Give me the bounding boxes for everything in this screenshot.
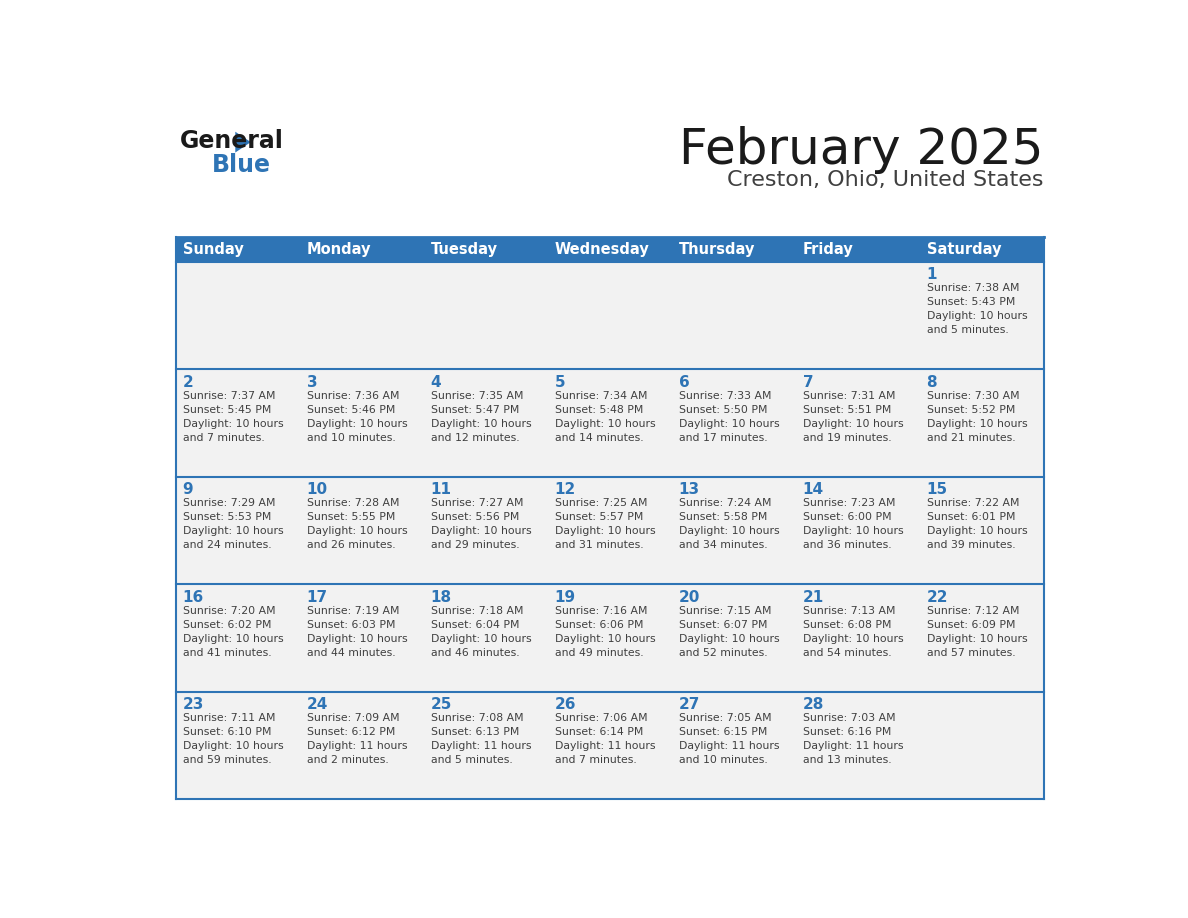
- Text: Sunrise: 7:09 AM
Sunset: 6:12 PM
Daylight: 11 hours
and 2 minutes.: Sunrise: 7:09 AM Sunset: 6:12 PM Dayligh…: [307, 713, 407, 766]
- Text: Creston, Ohio, United States: Creston, Ohio, United States: [727, 170, 1043, 190]
- Text: Sunrise: 7:27 AM
Sunset: 5:56 PM
Daylight: 10 hours
and 29 minutes.: Sunrise: 7:27 AM Sunset: 5:56 PM Dayligh…: [430, 498, 531, 551]
- Text: Sunrise: 7:06 AM
Sunset: 6:14 PM
Daylight: 11 hours
and 7 minutes.: Sunrise: 7:06 AM Sunset: 6:14 PM Dayligh…: [555, 713, 655, 766]
- Text: 27: 27: [678, 697, 700, 712]
- Text: Sunrise: 7:15 AM
Sunset: 6:07 PM
Daylight: 10 hours
and 52 minutes.: Sunrise: 7:15 AM Sunset: 6:07 PM Dayligh…: [678, 606, 779, 658]
- Bar: [176, 237, 1043, 262]
- Text: Friday: Friday: [803, 242, 853, 257]
- Text: 6: 6: [678, 375, 689, 390]
- Text: 11: 11: [430, 482, 451, 498]
- Text: 9: 9: [183, 482, 194, 498]
- Text: 14: 14: [803, 482, 823, 498]
- Text: February 2025: February 2025: [680, 126, 1043, 174]
- Text: Sunrise: 7:11 AM
Sunset: 6:10 PM
Daylight: 10 hours
and 59 minutes.: Sunrise: 7:11 AM Sunset: 6:10 PM Dayligh…: [183, 713, 283, 766]
- Text: Sunrise: 7:36 AM
Sunset: 5:46 PM
Daylight: 10 hours
and 10 minutes.: Sunrise: 7:36 AM Sunset: 5:46 PM Dayligh…: [307, 391, 407, 442]
- Text: Saturday: Saturday: [927, 242, 1001, 257]
- Text: Sunrise: 7:23 AM
Sunset: 6:00 PM
Daylight: 10 hours
and 36 minutes.: Sunrise: 7:23 AM Sunset: 6:00 PM Dayligh…: [803, 498, 903, 551]
- Text: 22: 22: [927, 589, 948, 605]
- Text: 4: 4: [430, 375, 441, 390]
- Text: 28: 28: [803, 697, 824, 712]
- Text: Sunrise: 7:29 AM
Sunset: 5:53 PM
Daylight: 10 hours
and 24 minutes.: Sunrise: 7:29 AM Sunset: 5:53 PM Dayligh…: [183, 498, 283, 551]
- Bar: [176, 692, 1043, 800]
- Text: Sunrise: 7:03 AM
Sunset: 6:16 PM
Daylight: 11 hours
and 13 minutes.: Sunrise: 7:03 AM Sunset: 6:16 PM Dayligh…: [803, 713, 903, 766]
- Text: Sunrise: 7:16 AM
Sunset: 6:06 PM
Daylight: 10 hours
and 49 minutes.: Sunrise: 7:16 AM Sunset: 6:06 PM Dayligh…: [555, 606, 656, 658]
- Text: Sunrise: 7:38 AM
Sunset: 5:43 PM
Daylight: 10 hours
and 5 minutes.: Sunrise: 7:38 AM Sunset: 5:43 PM Dayligh…: [927, 284, 1028, 335]
- Bar: [176, 262, 1043, 369]
- Text: Sunrise: 7:35 AM
Sunset: 5:47 PM
Daylight: 10 hours
and 12 minutes.: Sunrise: 7:35 AM Sunset: 5:47 PM Dayligh…: [430, 391, 531, 442]
- Text: Sunrise: 7:20 AM
Sunset: 6:02 PM
Daylight: 10 hours
and 41 minutes.: Sunrise: 7:20 AM Sunset: 6:02 PM Dayligh…: [183, 606, 283, 658]
- Text: Sunrise: 7:37 AM
Sunset: 5:45 PM
Daylight: 10 hours
and 7 minutes.: Sunrise: 7:37 AM Sunset: 5:45 PM Dayligh…: [183, 391, 283, 442]
- Text: Wednesday: Wednesday: [555, 242, 650, 257]
- Text: Blue: Blue: [211, 153, 271, 177]
- Text: 21: 21: [803, 589, 823, 605]
- Text: Sunrise: 7:24 AM
Sunset: 5:58 PM
Daylight: 10 hours
and 34 minutes.: Sunrise: 7:24 AM Sunset: 5:58 PM Dayligh…: [678, 498, 779, 551]
- Polygon shape: [235, 131, 251, 152]
- Text: Sunrise: 7:28 AM
Sunset: 5:55 PM
Daylight: 10 hours
and 26 minutes.: Sunrise: 7:28 AM Sunset: 5:55 PM Dayligh…: [307, 498, 407, 551]
- Text: General: General: [179, 129, 284, 153]
- Text: Sunrise: 7:12 AM
Sunset: 6:09 PM
Daylight: 10 hours
and 57 minutes.: Sunrise: 7:12 AM Sunset: 6:09 PM Dayligh…: [927, 606, 1028, 658]
- Text: 16: 16: [183, 589, 204, 605]
- Text: Sunrise: 7:34 AM
Sunset: 5:48 PM
Daylight: 10 hours
and 14 minutes.: Sunrise: 7:34 AM Sunset: 5:48 PM Dayligh…: [555, 391, 656, 442]
- Text: Sunrise: 7:30 AM
Sunset: 5:52 PM
Daylight: 10 hours
and 21 minutes.: Sunrise: 7:30 AM Sunset: 5:52 PM Dayligh…: [927, 391, 1028, 442]
- Text: 20: 20: [678, 589, 700, 605]
- Text: 18: 18: [430, 589, 451, 605]
- Text: 1: 1: [927, 267, 937, 282]
- Text: 12: 12: [555, 482, 576, 498]
- Text: 10: 10: [307, 482, 328, 498]
- Text: Sunrise: 7:22 AM
Sunset: 6:01 PM
Daylight: 10 hours
and 39 minutes.: Sunrise: 7:22 AM Sunset: 6:01 PM Dayligh…: [927, 498, 1028, 551]
- Text: Sunrise: 7:31 AM
Sunset: 5:51 PM
Daylight: 10 hours
and 19 minutes.: Sunrise: 7:31 AM Sunset: 5:51 PM Dayligh…: [803, 391, 903, 442]
- Text: 7: 7: [803, 375, 814, 390]
- Text: 3: 3: [307, 375, 317, 390]
- Text: 15: 15: [927, 482, 948, 498]
- Text: 26: 26: [555, 697, 576, 712]
- Text: 19: 19: [555, 589, 576, 605]
- Text: 5: 5: [555, 375, 565, 390]
- Text: 24: 24: [307, 697, 328, 712]
- Bar: [176, 369, 1043, 476]
- Text: Sunrise: 7:18 AM
Sunset: 6:04 PM
Daylight: 10 hours
and 46 minutes.: Sunrise: 7:18 AM Sunset: 6:04 PM Dayligh…: [430, 606, 531, 658]
- Text: Monday: Monday: [307, 242, 371, 257]
- Bar: [176, 476, 1043, 585]
- Text: Sunrise: 7:08 AM
Sunset: 6:13 PM
Daylight: 11 hours
and 5 minutes.: Sunrise: 7:08 AM Sunset: 6:13 PM Dayligh…: [430, 713, 531, 766]
- Text: 8: 8: [927, 375, 937, 390]
- Text: Sunday: Sunday: [183, 242, 244, 257]
- Text: Sunrise: 7:25 AM
Sunset: 5:57 PM
Daylight: 10 hours
and 31 minutes.: Sunrise: 7:25 AM Sunset: 5:57 PM Dayligh…: [555, 498, 656, 551]
- Text: Sunrise: 7:05 AM
Sunset: 6:15 PM
Daylight: 11 hours
and 10 minutes.: Sunrise: 7:05 AM Sunset: 6:15 PM Dayligh…: [678, 713, 779, 766]
- Text: 13: 13: [678, 482, 700, 498]
- Text: Sunrise: 7:33 AM
Sunset: 5:50 PM
Daylight: 10 hours
and 17 minutes.: Sunrise: 7:33 AM Sunset: 5:50 PM Dayligh…: [678, 391, 779, 442]
- Text: 17: 17: [307, 589, 328, 605]
- Text: 25: 25: [430, 697, 451, 712]
- Text: 2: 2: [183, 375, 194, 390]
- Text: Thursday: Thursday: [678, 242, 756, 257]
- Text: Sunrise: 7:19 AM
Sunset: 6:03 PM
Daylight: 10 hours
and 44 minutes.: Sunrise: 7:19 AM Sunset: 6:03 PM Dayligh…: [307, 606, 407, 658]
- Text: Tuesday: Tuesday: [430, 242, 498, 257]
- Text: 23: 23: [183, 697, 204, 712]
- Text: Sunrise: 7:13 AM
Sunset: 6:08 PM
Daylight: 10 hours
and 54 minutes.: Sunrise: 7:13 AM Sunset: 6:08 PM Dayligh…: [803, 606, 903, 658]
- Bar: [176, 585, 1043, 692]
